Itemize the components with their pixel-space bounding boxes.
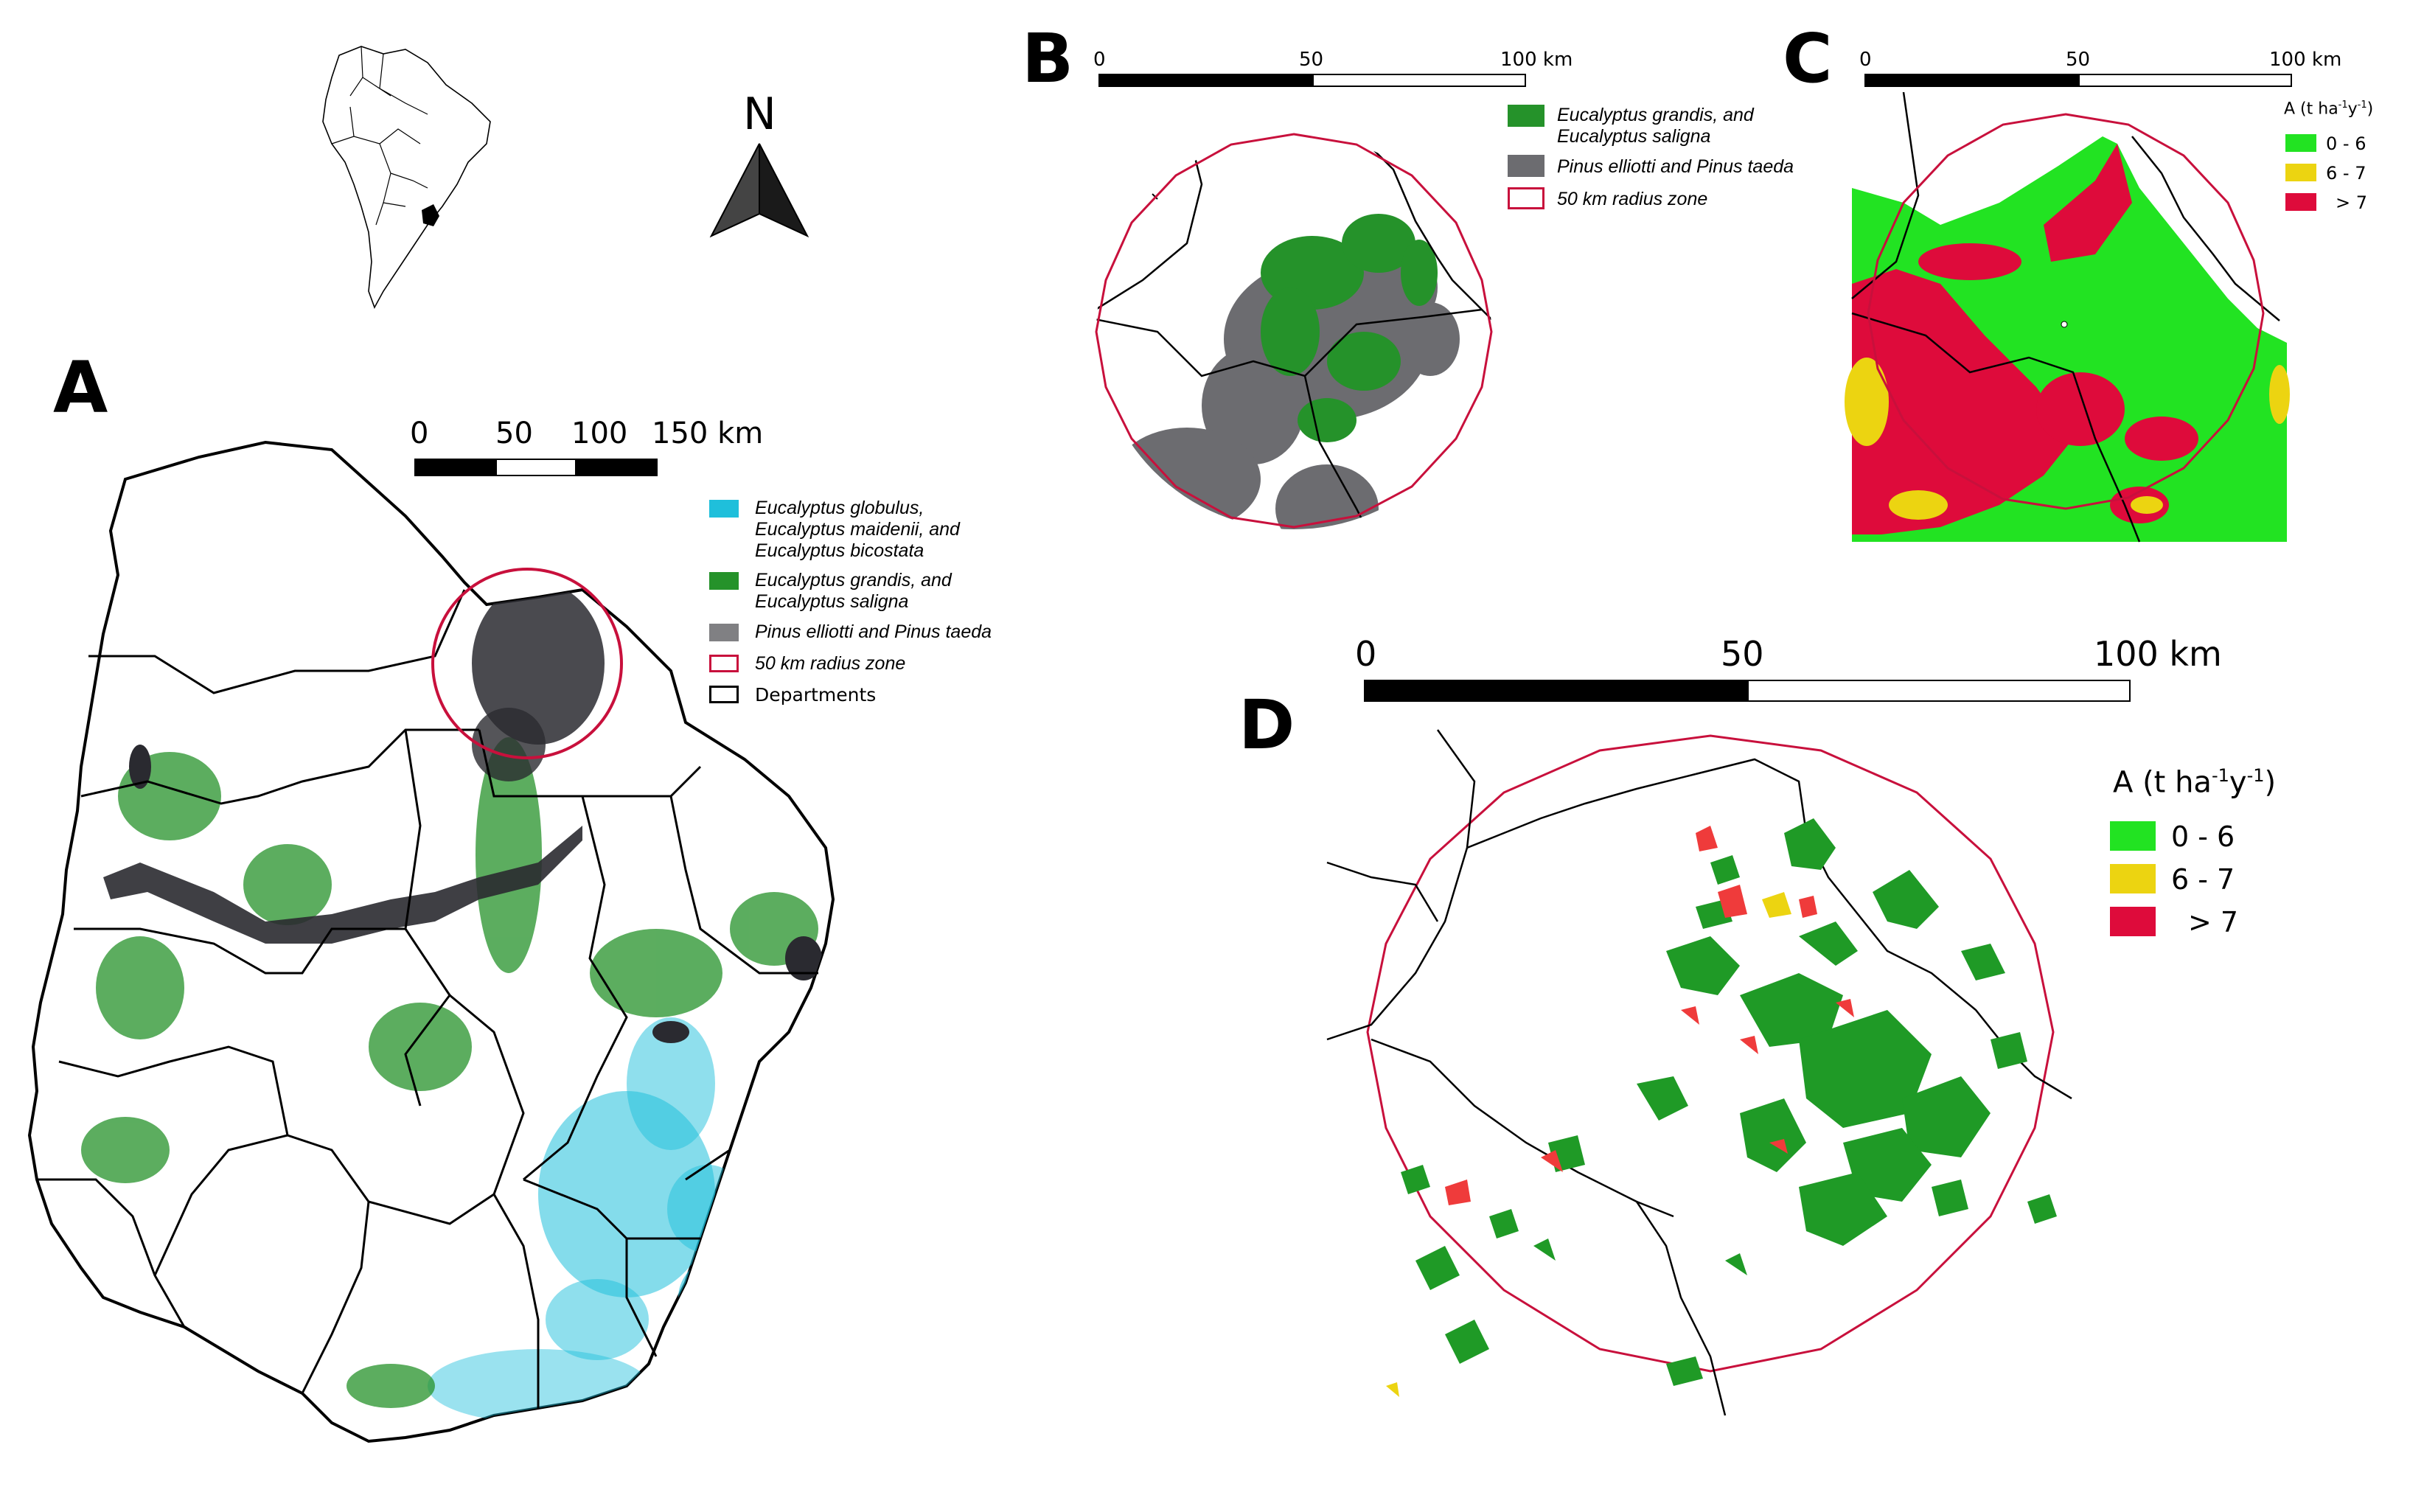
panel-c-legend-title: A (t ha-1y-1) <box>2284 100 2374 119</box>
panel-d-map <box>1326 729 2072 1416</box>
panel-b-legend-grandis: Eucalyptus grandis, and Eucalyptus salig… <box>1557 105 1754 147</box>
legend-label-pinus: Pinus elliotti and Pinus taeda <box>755 621 992 642</box>
panel-c-class-mid-patches <box>1845 358 2290 520</box>
panel-d-legend-title: A (t ha-1y-1) <box>2113 765 2277 800</box>
legend-label-globulus: Eucalyptus globulus, Eucalyptus maidenii… <box>755 498 960 561</box>
legend-label-grandis: Eucalyptus grandis, and Eucalyptus salig… <box>755 570 952 612</box>
panel-a-uruguay-map <box>27 440 835 1443</box>
panel-d-radius-zone <box>1366 734 2055 1373</box>
panel-c-class-high-patches <box>1852 144 2198 534</box>
legend-label-departments: Departments <box>755 684 877 706</box>
uruguay-highlight <box>422 204 439 226</box>
panel-b-radius-zone <box>1095 133 1493 529</box>
panel-b-legend-radius: 50 km radius zone <box>1557 189 1708 209</box>
panel-b-letter: B <box>1022 19 1074 98</box>
legend-label-radius: 50 km radius zone <box>755 653 906 674</box>
panel-c-map <box>1845 91 2290 543</box>
legend-swatch-radius <box>709 655 739 672</box>
panel-c-letter: C <box>1783 19 1833 98</box>
pinus-patches <box>103 582 822 1043</box>
panel-d-mid-class-patches <box>1386 892 1791 1397</box>
panel-b-legend-pinus: Pinus elliotti and Pinus taeda <box>1557 156 1794 177</box>
north-arrow-icon <box>709 143 809 238</box>
department-borders <box>37 589 818 1408</box>
panel-d-high-class-patches <box>1445 826 1854 1205</box>
panel-d-low-class-patches <box>1401 818 2057 1386</box>
panel-b-grandis-patches <box>1261 214 1438 442</box>
north-arrow-label: N <box>743 88 776 140</box>
legend-swatch-pinus <box>709 624 739 641</box>
south-america-outline <box>322 46 491 309</box>
panel-d-letter: D <box>1239 686 1295 764</box>
legend-swatch-departments <box>709 686 739 703</box>
panel-d-borders <box>1326 729 2072 1416</box>
panel-a-letter: A <box>53 346 108 429</box>
legend-swatch-globulus <box>709 500 739 518</box>
panel-b-map <box>1095 133 1493 529</box>
legend-swatch-grandis <box>709 572 739 590</box>
country-borders <box>331 46 428 226</box>
radius-zone-circle <box>431 568 623 759</box>
panel-c-radius-zone <box>1867 113 2265 510</box>
south-america-inset-map <box>322 46 491 309</box>
